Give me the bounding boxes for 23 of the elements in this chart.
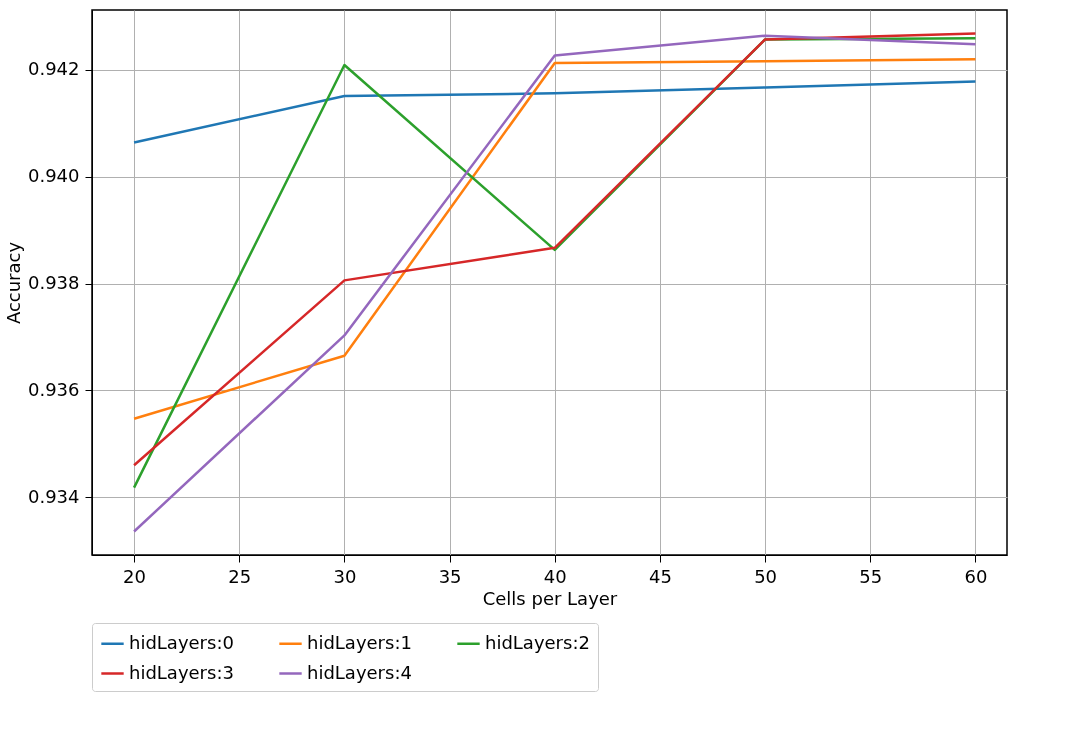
x-tick-label: 45 <box>648 565 672 587</box>
legend-label: hidLayers:4 <box>307 661 412 683</box>
x-tick-label: 60 <box>964 565 988 587</box>
x-tick-label: 30 <box>333 565 357 587</box>
x-axis-title: Cells per Layer <box>482 587 618 609</box>
legend-label: hidLayers:3 <box>129 661 234 683</box>
x-tick-label: 40 <box>543 565 567 587</box>
y-tick-label: 0.938 <box>27 272 80 294</box>
legend-label: hidLayers:2 <box>485 631 590 653</box>
y-tick-label: 0.942 <box>27 58 80 80</box>
x-tick-label: 25 <box>228 565 252 587</box>
x-tick-label: 35 <box>438 565 462 587</box>
legend-label: hidLayers:1 <box>307 631 412 653</box>
x-tick-label: 55 <box>859 565 883 587</box>
y-axis-title: Accuracy <box>2 241 24 325</box>
x-tick-label: 20 <box>123 565 147 587</box>
y-tick-label: 0.934 <box>27 485 80 507</box>
y-tick-label: 0.936 <box>27 378 80 400</box>
x-tick-label: 50 <box>754 565 778 587</box>
legend-label: hidLayers:0 <box>129 631 234 653</box>
y-tick-label: 0.940 <box>27 165 80 187</box>
line-series <box>132 57 977 420</box>
line-series <box>132 80 977 144</box>
